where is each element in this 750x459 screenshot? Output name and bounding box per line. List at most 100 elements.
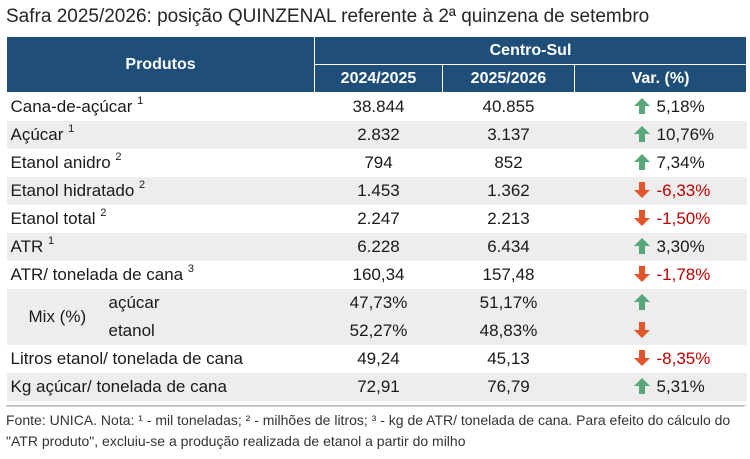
footnote: Fonte: UNICA. Nota: ¹ - mil toneladas; ²… <box>6 406 744 452</box>
arrow-down-icon <box>633 322 650 338</box>
table-row: Litros etanol/ tonelada de cana 49,24 45,1… <box>7 345 747 373</box>
unit-note-marker: 1 <box>47 235 55 247</box>
value-2024-2025: 160,34 <box>352 265 405 284</box>
table-row: ATR/ tonelada de cana 3 160,34 157,48 -1,78… <box>7 261 747 289</box>
product-label: Açúcar <box>10 125 69 144</box>
table-row: Etanol total 2 2.247 2.213 -1,50% <box>7 205 747 233</box>
value-2025-2026: 48,83% <box>442 317 575 345</box>
table-row: Kg açúcar/ tonelada de cana 72,91 76,79 5,3… <box>6 373 747 401</box>
header-products: Produtos <box>6 36 315 93</box>
product-label: Etanol total <box>10 209 101 228</box>
arrow-down-icon <box>633 182 650 198</box>
mix-label-cell: Mix (%) açúcar etanol <box>6 289 315 345</box>
header-2024-2025: 2024/2025 <box>314 64 443 93</box>
arrow-up-icon <box>633 378 650 394</box>
variation-value: 5,18% <box>656 97 705 116</box>
variation-cell: 3,30% <box>574 233 747 261</box>
arrow-down-icon <box>633 210 650 226</box>
value-2025-2026: 1.362 <box>442 177 575 205</box>
unit-note-marker: 2 <box>139 179 146 191</box>
header-2025-2026: 2025/2026 <box>442 64 575 93</box>
variation-value: 7,34% <box>656 153 705 172</box>
product-label: Litros etanol/ tonelada de cana <box>10 349 244 368</box>
value-2024-2025: 794 <box>364 153 393 172</box>
unit-note-marker: 1 <box>68 123 75 135</box>
mix-sub-sugar: açúcar <box>108 293 160 312</box>
unit-note-marker: 2 <box>115 151 122 163</box>
table-bottom-rule <box>6 405 746 406</box>
value-2024-2025: 72,91 <box>314 373 443 401</box>
product-name: ATR/ tonelada de cana 3 <box>7 261 315 289</box>
arrow-up-icon <box>633 294 650 310</box>
mix-row-ethanol: 52,27% 48,83% <box>7 317 747 345</box>
variation-value: -1,50% <box>656 209 711 228</box>
value-2024-2025: 1.453 <box>314 177 443 205</box>
header-region: Centro-Sul <box>314 36 747 65</box>
product-label: Etanol anidro <box>10 153 116 172</box>
mix-row-sugar: Mix (%) açúcar etanol 47,73% 51,17% <box>6 289 747 345</box>
table-row: Açúcar 1 2.832 3.137 10,76% <box>6 121 747 149</box>
unit-note-marker: 3 <box>187 263 194 275</box>
product-name: Etanol anidro 2 <box>7 149 315 177</box>
value-2024-2025: 49,24 <box>357 349 400 368</box>
product-name: Kg açúcar/ tonelada de cana <box>6 373 315 401</box>
value-2025-2026: 852 <box>494 153 523 172</box>
variation-cell: 10,76% <box>574 121 747 149</box>
product-label: Cana-de-açúcar <box>10 97 138 116</box>
table-row: ATR 1 6.228 6.434 3,30% <box>6 233 747 261</box>
value-2024-2025: 47,73% <box>314 289 443 317</box>
product-label: Etanol hidratado <box>10 181 140 200</box>
variation-cell: -6,33% <box>574 177 747 205</box>
arrow-up-icon <box>633 126 650 142</box>
variation-cell: -8,35% <box>575 345 747 373</box>
arrow-down-icon <box>633 266 650 282</box>
value-2024-2025: 6.228 <box>314 233 443 261</box>
product-name: Etanol hidratado 2 <box>6 177 315 205</box>
product-name: Etanol total 2 <box>7 205 315 233</box>
value-2025-2026: 40.855 <box>482 97 535 116</box>
variation-cell: -1,78% <box>575 261 747 289</box>
value-2025-2026: 45,13 <box>487 349 530 368</box>
table-row: Cana-de-açúcar 1 38.844 40.855 5,18% <box>7 93 747 122</box>
value-2025-2026: 51,17% <box>442 289 575 317</box>
table-row: Etanol anidro 2 794 852 7,34% <box>7 149 747 177</box>
variation-value: -6,33% <box>656 181 711 200</box>
value-2024-2025: 38.844 <box>352 97 405 116</box>
unit-note-marker: 2 <box>100 207 107 219</box>
product-name: Litros etanol/ tonelada de cana <box>7 345 315 373</box>
value-2025-2026: 76,79 <box>442 373 575 401</box>
variation-cell: -1,50% <box>575 205 747 233</box>
variation-cell: 5,18% <box>575 93 747 122</box>
variation-value: 3,30% <box>656 237 705 256</box>
mix-sub-ethanol: etanol <box>108 321 155 340</box>
variation-cell: 5,31% <box>574 373 747 401</box>
table-title: Safra 2025/2026: posição QUINZENAL refer… <box>6 6 650 27</box>
variation-cell <box>574 317 747 345</box>
variation-value: -1,78% <box>656 265 711 284</box>
product-label: Kg açúcar/ tonelada de cana <box>10 377 227 396</box>
value-2025-2026: 3.137 <box>442 121 575 149</box>
variation-value: -8,35% <box>656 349 711 368</box>
product-label: ATR <box>10 237 48 256</box>
arrow-up-icon <box>633 154 650 170</box>
value-2025-2026: 2.213 <box>487 209 530 228</box>
arrow-up-icon <box>633 98 650 114</box>
product-name: Açúcar 1 <box>6 121 315 149</box>
value-2024-2025: 2.832 <box>314 121 443 149</box>
value-2025-2026: 157,48 <box>482 265 535 284</box>
variation-cell: 7,34% <box>575 149 747 177</box>
product-label: ATR/ tonelada de cana <box>10 265 188 284</box>
header-variation: Var. (%) <box>574 64 747 93</box>
variation-cell <box>574 289 747 317</box>
product-name: ATR 1 <box>6 233 315 261</box>
unit-note-marker: 1 <box>137 95 144 107</box>
product-name: Cana-de-açúcar 1 <box>7 93 315 122</box>
harvest-table: Produtos Centro-Sul 2024/2025 2025/2026 … <box>6 36 747 401</box>
arrow-down-icon <box>633 350 650 366</box>
arrow-up-icon <box>633 238 650 254</box>
table-row: Etanol hidratado 2 1.453 1.362 -6,33% <box>6 177 747 205</box>
value-2024-2025: 2.247 <box>357 209 400 228</box>
variation-value: 10,76% <box>656 125 715 144</box>
variation-value: 5,31% <box>656 377 705 396</box>
mix-label: Mix (%) <box>28 307 87 326</box>
